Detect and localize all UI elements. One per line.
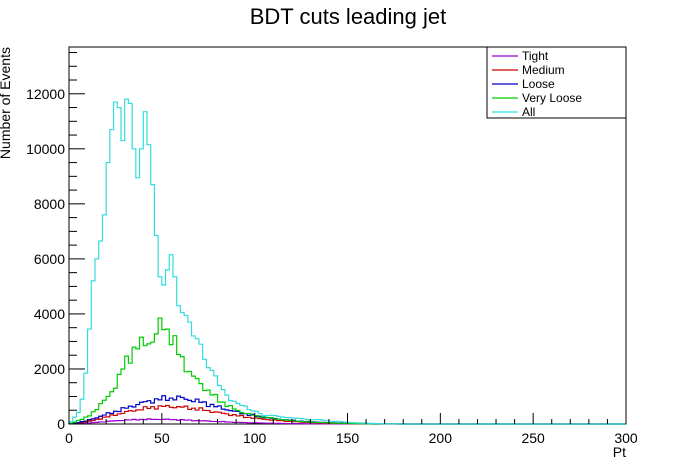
x-tick-label: 0 [65,430,73,446]
y-tick-label: 12000 [26,86,65,102]
y-tick-label: 6000 [34,251,65,267]
y-tick-label: 2000 [34,361,65,377]
y-tick-label: 10000 [26,141,65,157]
legend-box [486,46,627,119]
x-tick-label: 50 [154,430,170,446]
legend-label: Medium [522,63,565,77]
legend-label: Loose [522,77,555,91]
series-layer [68,98,626,425]
y-tick-label: 4000 [34,306,65,322]
x-axis-label: Pt [613,444,626,460]
y-axis-label: Number of Events [0,47,13,159]
chart-title: BDT cuts leading jet [250,4,446,29]
legend-label: Very Loose [522,91,582,105]
legend-label: All [522,105,535,119]
series-line-all [68,98,626,425]
axes-layer: 0 50 100 150 200 250 300 0 2000 4000 6000 8000 10000… [26,52,638,446]
legend-label: Tight [522,49,549,63]
x-tick-label: 150 [336,430,360,446]
x-tick-label: 250 [521,430,545,446]
y-tick-label: 0 [57,416,65,432]
series-line-very-loose [68,317,626,425]
x-tick-label: 200 [429,430,453,446]
y-tick-label: 8000 [34,196,65,212]
x-tick-label: 100 [243,430,267,446]
x-tick-label: 300 [614,430,638,446]
